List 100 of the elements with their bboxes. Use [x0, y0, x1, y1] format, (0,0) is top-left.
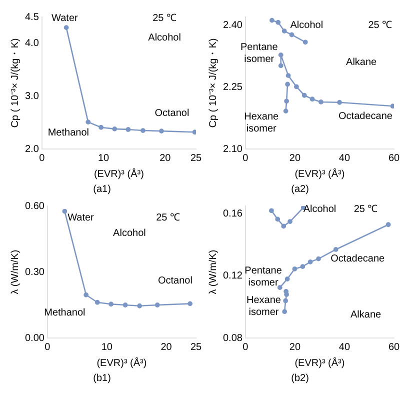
x-tick-label: 0 [39, 152, 46, 164]
point [270, 18, 274, 23]
point [310, 96, 315, 102]
point [122, 302, 128, 308]
point [98, 124, 104, 130]
annotation: Methanol [48, 127, 89, 138]
point [308, 259, 313, 264]
y-tick-label: 0.08 [222, 332, 243, 344]
annotation: 25 ℃ [152, 12, 177, 24]
x-tick-label: 10 [98, 152, 110, 164]
point [282, 309, 288, 314]
point [94, 300, 100, 305]
point [137, 303, 142, 308]
point [390, 104, 394, 109]
x-axis-title: (EVR)³ (Å³) [96, 356, 147, 369]
point [86, 120, 91, 125]
annotation: Alcohol [148, 32, 181, 44]
point [188, 301, 193, 306]
x-tick-label: 60 [388, 342, 400, 353]
point [284, 98, 290, 104]
point [276, 20, 281, 25]
y-tick-label: 2.40 [222, 20, 243, 31]
point [278, 63, 284, 68]
text: (a1) [93, 184, 111, 195]
point [64, 25, 69, 30]
annotation: Pentane isomer [244, 265, 282, 288]
x-tick-label: 20 [289, 342, 301, 353]
point [284, 292, 290, 297]
point [337, 100, 342, 105]
annotation: Methanol [44, 307, 86, 318]
point [292, 266, 298, 272]
annotation: Water [52, 12, 79, 24]
text: (b2) [291, 372, 309, 384]
point [269, 208, 274, 214]
point [278, 52, 284, 58]
annotation: 25 ℃ [354, 204, 378, 215]
y-tick-label: 4.0 [24, 38, 40, 50]
annotation: Alkane [346, 57, 378, 68]
y-tick-label: 3.0 [24, 90, 40, 102]
x-axis-title: (EVR)³ (Å³) [294, 356, 345, 369]
point [316, 256, 321, 262]
y-tick-label: 0.16 [222, 208, 243, 220]
annotation: Alkane [350, 310, 382, 321]
point [318, 100, 324, 104]
point [192, 130, 196, 135]
x-tick-label: 0 [242, 342, 249, 353]
x-tick-label: 20 [160, 342, 172, 353]
annotation: Pentane isomer [240, 42, 278, 66]
x-tick-label: 20 [289, 152, 301, 164]
annotation: Water [68, 212, 95, 224]
y-tick-label: 2.25 [222, 82, 243, 93]
y-tick-label: 0.30 [24, 266, 45, 278]
x-tick-label: 20 [160, 152, 172, 164]
y-tick-label: 0.00 [24, 332, 45, 344]
y-axis-title: Cp ( 10⁻³× J/(kg・K) [10, 38, 21, 128]
point [282, 28, 287, 34]
point [108, 302, 114, 307]
x-tick-label: 0 [242, 152, 249, 164]
point [294, 84, 299, 90]
x-tick-label: 0 [44, 342, 51, 353]
point [159, 128, 164, 134]
point [288, 219, 292, 224]
point [62, 208, 68, 214]
point [112, 126, 118, 132]
point [284, 276, 290, 282]
annotation: Hexane isomer [244, 111, 280, 134]
x-axis-title: (EVR)³ (Å³) [294, 168, 345, 180]
point [302, 40, 308, 45]
point [333, 247, 338, 252]
y-axis-title: Cp ( 10⁻³× J/(kg・K) [208, 38, 219, 128]
x-tick-label: 60 [388, 152, 400, 164]
x-axis-title: (EVR)³ (Å³) [94, 168, 144, 180]
point [283, 298, 288, 304]
point [289, 32, 294, 38]
point [154, 302, 160, 308]
text: (b1) [93, 372, 111, 384]
x-tick-label: 10 [101, 342, 113, 353]
annotation: Octadecane [338, 111, 393, 122]
x-tick-label: 40 [338, 342, 350, 353]
annotation: Hexane isomer [246, 294, 282, 318]
x-tick-label: 25 [190, 152, 202, 164]
point [281, 224, 286, 229]
point [126, 127, 131, 132]
point [300, 264, 306, 270]
point [275, 216, 280, 222]
annotation: 25 ℃ [156, 212, 180, 224]
point [140, 128, 146, 133]
annotation: 25 ℃ [368, 20, 392, 31]
point [386, 222, 391, 228]
y-axis-title: λ (W/m/K) [10, 250, 21, 294]
annotation: Alcohol [290, 20, 324, 31]
annotation: Octanol [158, 276, 192, 287]
annotation: Octadecane [330, 254, 386, 265]
y-axis-title: λ (W/m/K) [208, 250, 219, 294]
text: (a2) [291, 184, 309, 195]
y-tick-label: 0.60 [24, 200, 45, 212]
point [283, 108, 288, 114]
y-tick-label: 4.5 [24, 12, 40, 23]
point [84, 292, 89, 298]
point [277, 285, 282, 290]
